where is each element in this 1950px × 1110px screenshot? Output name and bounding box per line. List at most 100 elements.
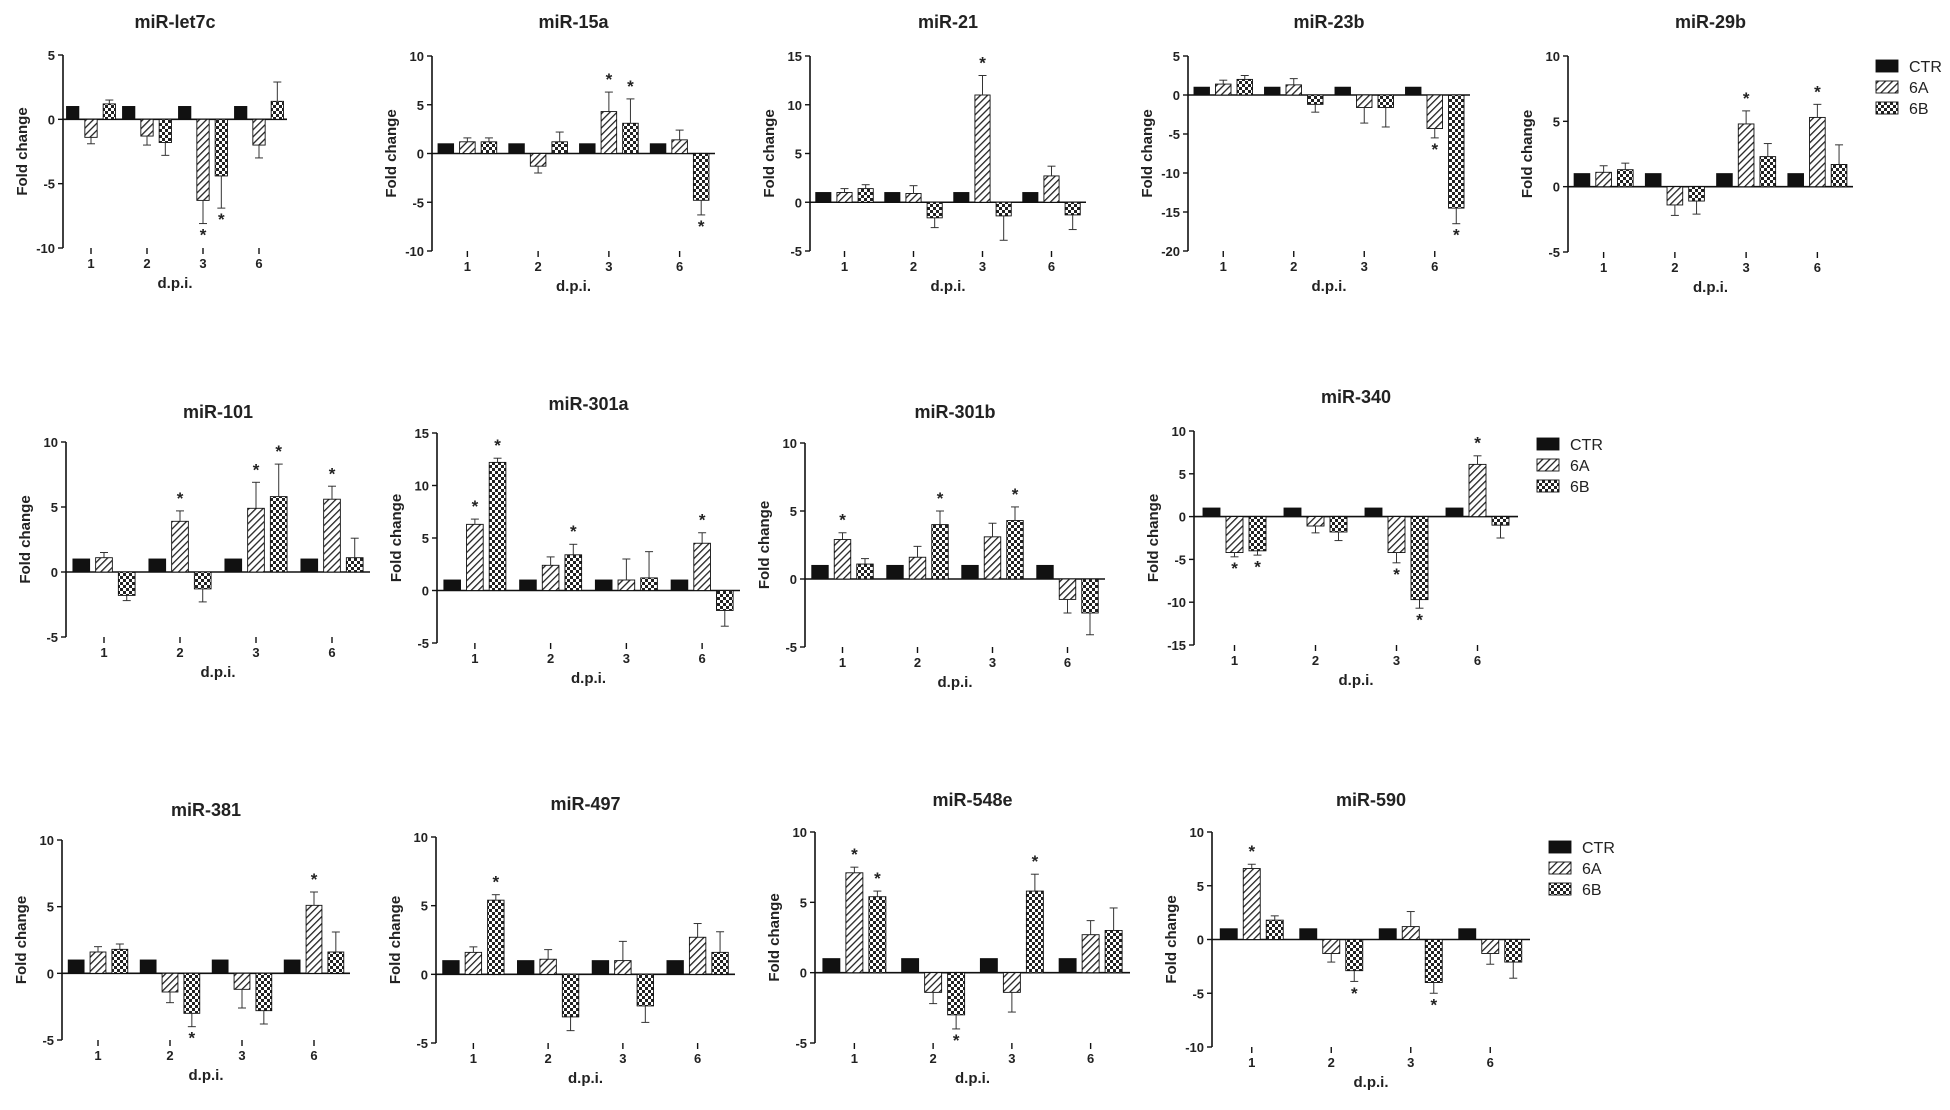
bar-CTR-1 <box>72 558 91 573</box>
bar-6B-1 <box>856 563 874 580</box>
bar-CTR-2 <box>1283 507 1302 518</box>
bar-CTR-6 <box>649 143 667 154</box>
significance-star: * <box>937 489 944 508</box>
panel-miR-301b: miR-301b -5 0 5 10 1 2 3 6 Fold change d.p.i. * * * <box>756 402 1105 691</box>
bar-CTR-1 <box>822 958 841 974</box>
x-axis-label: d.p.i. <box>938 674 973 691</box>
y-tick-label: -5 <box>790 244 802 259</box>
bar-CTR-1 <box>1573 173 1591 188</box>
x-tick-label: 1 <box>851 1051 858 1066</box>
bar-6A-3 <box>974 94 991 203</box>
y-tick-label: -5 <box>1548 245 1560 260</box>
bar-6B-3 <box>622 122 639 154</box>
x-tick-label: 3 <box>979 259 986 274</box>
y-tick-label: 10 <box>1546 49 1560 64</box>
y-tick-label: -5 <box>42 1033 54 1048</box>
y-tick-label: -10 <box>1167 595 1186 610</box>
y-tick-label: 10 <box>1190 825 1204 840</box>
bar-CTR-6 <box>283 959 301 974</box>
y-tick-label: 0 <box>800 966 807 981</box>
y-tick-label: 10 <box>415 479 429 494</box>
y-axis-label: Fold change <box>1519 110 1536 198</box>
bar-6B-6 <box>716 590 734 611</box>
x-tick-label: 1 <box>1600 260 1607 275</box>
y-tick-label: 5 <box>421 899 428 914</box>
bar-6B-3 <box>255 972 273 1012</box>
bar-6A-3 <box>233 972 251 990</box>
x-axis-label: d.p.i. <box>189 1067 224 1084</box>
bar-6B-1 <box>117 571 136 596</box>
panel-miR-381: miR-381 -5 0 5 10 1 2 3 6 Fold change d.p.i. * * <box>13 800 350 1084</box>
y-axis-label: Fold change <box>14 107 31 195</box>
bar-6A-2 <box>905 193 922 203</box>
bar-6B-3 <box>269 496 288 573</box>
panel-miR-340: miR-340 -15 -10 -5 0 5 10 1 2 3 6 Fold change d.p.i.… <box>1145 387 1518 689</box>
significance-star: * <box>472 497 479 516</box>
significance-star: * <box>1012 485 1019 504</box>
bar-6B-2 <box>561 973 580 1018</box>
x-tick-label: 3 <box>989 655 996 670</box>
panel-title: miR-381 <box>171 800 241 820</box>
bar-6A-2 <box>1666 186 1684 206</box>
y-tick-label: -5 <box>1192 986 1204 1001</box>
x-tick-label: 3 <box>1008 1051 1015 1066</box>
x-tick-label: 2 <box>143 256 150 271</box>
bar-6A-6 <box>1468 463 1487 518</box>
significance-star: * <box>494 436 501 455</box>
bar-6A-3 <box>1737 123 1755 188</box>
y-axis-label: Fold change <box>756 501 773 589</box>
bar-6A-3 <box>247 507 265 573</box>
bar-CTR-6 <box>234 106 248 120</box>
y-axis-label: Fold change <box>761 109 778 197</box>
bar-6B-6 <box>711 951 729 975</box>
significance-star: * <box>311 870 318 889</box>
y-tick-label: 10 <box>1172 424 1186 439</box>
x-tick-label: 1 <box>94 1048 101 1063</box>
bar-CTR-3 <box>1334 86 1351 96</box>
significance-star: * <box>1453 226 1460 245</box>
bar-CTR-3 <box>961 564 979 580</box>
x-tick-label: 1 <box>839 655 846 670</box>
bar-6B-3 <box>636 973 654 1007</box>
bar-6A-1 <box>1215 83 1232 96</box>
legend-3: CTR 6A 6B <box>1548 840 1615 899</box>
bar-6B-6 <box>1491 516 1510 526</box>
significance-star: * <box>1351 984 1358 1003</box>
x-tick-label: 3 <box>238 1048 245 1063</box>
y-tick-label: 10 <box>783 436 797 451</box>
bar-CTR-6 <box>666 960 684 975</box>
bar-6A-3 <box>1002 972 1021 993</box>
y-tick-label: 0 <box>51 565 58 580</box>
panel-miR-101: miR-101 -5 0 5 10 1 2 3 6 Fold change d.p.i. * * * * <box>17 402 370 681</box>
y-axis-label: Fold change <box>1139 109 1156 197</box>
legend-label-CTR: CTR <box>1582 840 1615 857</box>
bar-6A-1 <box>89 951 107 974</box>
x-tick-label: 3 <box>1393 653 1400 668</box>
panel-title: miR-15a <box>538 12 609 32</box>
bar-6A-2 <box>541 564 560 591</box>
bar-6B-2 <box>1307 94 1324 105</box>
bar-6A-2 <box>171 520 189 573</box>
significance-star: * <box>189 1029 196 1048</box>
bar-6A-1 <box>833 539 852 580</box>
bar-CTR-3 <box>579 143 596 154</box>
x-tick-label: 3 <box>623 651 630 666</box>
bar-6A-2 <box>140 118 154 137</box>
x-axis-label: d.p.i. <box>1339 672 1374 689</box>
significance-star: * <box>1814 82 1821 101</box>
x-axis-label: d.p.i. <box>1312 278 1347 295</box>
y-tick-label: -10 <box>405 244 424 259</box>
y-tick-label: 0 <box>47 966 54 981</box>
panel-miR-497: miR-497 -5 0 5 10 1 2 3 6 Fold change d.p.i. * <box>387 794 735 1087</box>
bar-6A-3 <box>1401 926 1420 940</box>
bar-6B-2 <box>1345 939 1364 972</box>
bar-6A-3 <box>983 536 1002 580</box>
bar-CTR-1 <box>66 106 80 120</box>
legend-swatch-CTR <box>1536 437 1560 451</box>
x-tick-label: 2 <box>930 1051 937 1066</box>
y-tick-label: -15 <box>1161 205 1180 220</box>
legend-swatch-CTR <box>1875 59 1899 73</box>
panel-title: miR-23b <box>1293 12 1364 32</box>
y-tick-label: 15 <box>788 49 802 64</box>
x-tick-label: 2 <box>545 1051 552 1066</box>
